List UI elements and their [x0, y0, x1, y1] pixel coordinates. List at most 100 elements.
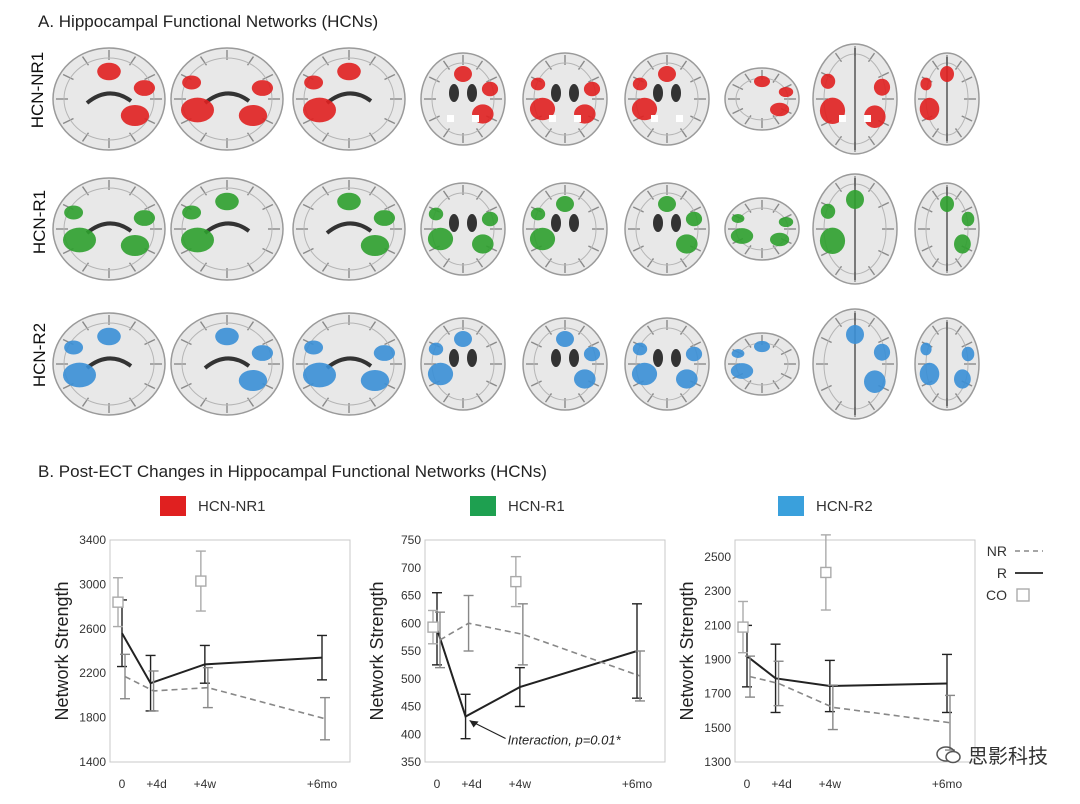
y-tick-label: 1700	[704, 687, 731, 701]
y-axis-label: Network Strength	[367, 581, 387, 720]
brain-slice-image	[914, 52, 980, 146]
legend-hcn-nr1: HCN-NR1	[160, 496, 266, 516]
row-label-hcn-r1: HCN-R1	[30, 189, 49, 255]
error-bar	[773, 660, 784, 707]
y-tick-label: 1900	[704, 653, 731, 667]
y-tick-label: 2200	[79, 666, 106, 680]
brain-slice-image	[292, 47, 406, 151]
y-tick-label: 550	[401, 644, 421, 658]
plot-frame	[109, 539, 351, 763]
x-tick-label: +4w	[509, 777, 532, 791]
y-axis-label: Network Strength	[52, 581, 72, 720]
x-tick-label: +4d	[771, 777, 791, 791]
y-tick-label: 600	[401, 616, 421, 630]
brain-slice-image	[724, 197, 800, 261]
brain-slice-image	[812, 173, 898, 285]
legend-hcn-r1: HCN-R1	[470, 496, 565, 516]
legend-swatch-hcn-nr1	[160, 496, 186, 516]
x-tick-label: +6mo	[932, 777, 963, 791]
legend-hcn-r2: HCN-R2	[778, 496, 873, 516]
brain-slice-image	[624, 317, 710, 411]
brain-slice-image	[914, 182, 980, 276]
x-tick-label: +4w	[819, 777, 842, 791]
wechat-icon	[936, 745, 961, 763]
series-line-nr	[749, 675, 951, 724]
marker-legend-r: R	[975, 562, 1045, 584]
marker-legend: NR R CO	[975, 540, 1045, 606]
co-point	[510, 575, 522, 588]
y-tick-label: 750	[401, 533, 421, 547]
y-tick-label: 3000	[79, 577, 106, 591]
brain-slice-image	[420, 317, 506, 411]
series-line-r	[746, 655, 948, 688]
brain-slice-image	[52, 47, 166, 151]
brain-slice-image	[170, 312, 284, 416]
y-tick-label: 650	[401, 589, 421, 603]
chart-hcn-nr1: 1400 1800 2200 2600 3000 3400 0 +4d +4w +6mo Netwo…	[40, 530, 370, 799]
error-bar	[320, 696, 330, 741]
x-tick-label: +6mo	[622, 777, 653, 791]
brain-row-hcn-nr1	[50, 35, 1010, 163]
dashed-line-icon	[1015, 550, 1043, 552]
y-tick-label: 350	[401, 755, 421, 769]
brain-slice-image	[522, 182, 608, 276]
y-tick-label: 700	[401, 561, 421, 575]
error-bar	[435, 611, 445, 669]
brain-slice-image	[812, 43, 898, 155]
y-tick-label: 2500	[704, 550, 731, 564]
row-label-hcn-r2: HCN-R2	[30, 322, 49, 388]
brain-slice-image	[724, 332, 800, 396]
x-tick-label: +6mo	[307, 777, 338, 791]
watermark-text: 思影科技	[968, 746, 1048, 768]
y-tick-label: 1800	[79, 711, 106, 725]
co-point	[737, 621, 749, 633]
brain-slice-image	[420, 182, 506, 276]
brain-slice-image	[624, 52, 710, 146]
brain-slice-image	[724, 67, 800, 131]
y-tick-label: 1500	[704, 721, 731, 735]
brain-slice-image	[292, 312, 406, 416]
brain-row-hcn-r2	[50, 300, 1010, 428]
y-tick-label: 450	[401, 700, 421, 714]
chart-hcn-r2: 1300 1500 1700 1900 2100 2300 2500 0 +4d +4w +6mo N…	[665, 530, 995, 799]
brain-slice-image	[420, 52, 506, 146]
series-line-r	[121, 632, 323, 685]
co-point	[427, 621, 439, 633]
error-bar	[202, 666, 213, 709]
x-tick-label: 0	[434, 777, 441, 791]
row-label-hcn-nr1: HCN-NR1	[28, 51, 47, 129]
x-tick-label: +4d	[146, 777, 166, 791]
brain-slice-image	[52, 312, 166, 416]
y-tick-label: 2100	[704, 618, 731, 632]
error-bar	[745, 655, 755, 698]
marker-legend-r-label: R	[996, 565, 1007, 581]
legend-swatch-hcn-r2	[778, 496, 804, 516]
brain-slice-image	[812, 308, 898, 420]
x-tick-label: +4d	[461, 777, 481, 791]
marker-legend-nr-label: NR	[986, 543, 1007, 559]
y-tick-label: 2600	[79, 622, 106, 636]
brain-slice-image	[170, 47, 284, 151]
brain-slice-image	[522, 52, 608, 146]
interaction-annotation: Interaction, p=0.01*	[508, 732, 622, 747]
x-tick-label: 0	[119, 777, 126, 791]
brain-slice-image	[522, 317, 608, 411]
co-point	[820, 566, 832, 579]
watermark: 思影科技	[936, 740, 1048, 769]
panel-b-title: B. Post-ECT Changes in Hippocampal Funct…	[38, 462, 547, 481]
error-bar	[517, 603, 528, 666]
brain-slice-image	[52, 177, 166, 281]
legend-label-hcn-r2: HCN-R2	[816, 497, 873, 515]
x-tick-label: +4w	[194, 777, 217, 791]
y-axis-label: Network Strength	[677, 581, 697, 720]
marker-legend-nr: NR	[975, 540, 1045, 562]
y-tick-label: 3400	[79, 533, 106, 547]
co-point	[112, 596, 124, 608]
series-line-nr	[124, 675, 326, 720]
brain-slice-image	[914, 317, 980, 411]
chart-svg-hcn-r2: 1300 1500 1700 1900 2100 2300 2500 0 +4d +4w +6mo N…	[677, 534, 976, 791]
series-line-r	[436, 628, 638, 718]
legend-label-hcn-r1: HCN-R1	[508, 497, 565, 515]
y-tick-label: 1400	[79, 755, 106, 769]
legend-swatch-hcn-r1	[470, 496, 496, 516]
